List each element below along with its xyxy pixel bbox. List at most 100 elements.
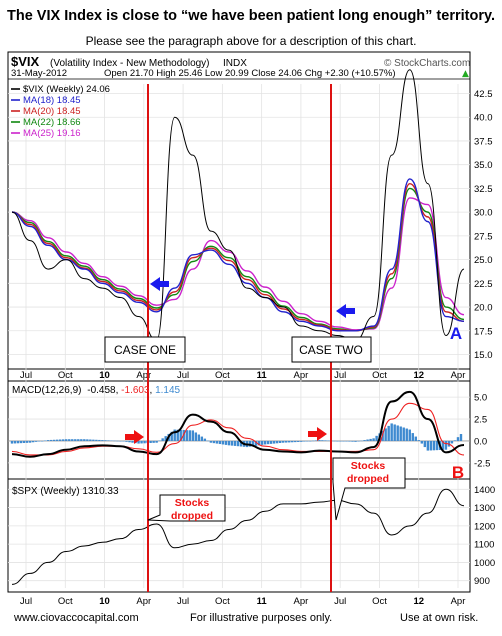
- histogram-bar: [92, 439, 95, 441]
- footer-disclaimer: For illustrative purposes only.: [190, 612, 333, 624]
- note1-line-1: Stocks: [175, 497, 210, 509]
- histogram-bar: [414, 436, 417, 441]
- histogram-bar: [140, 440, 143, 444]
- histogram-bar: [188, 430, 191, 441]
- histogram-bar: [215, 440, 219, 444]
- histogram-bar: [309, 440, 312, 442]
- histogram-bar: [435, 440, 439, 451]
- legend-label: $VIX (Weekly) 24.06: [23, 84, 110, 95]
- histogram-bar: [13, 440, 17, 444]
- histogram-bar: [179, 429, 182, 441]
- symbol-label: $VIX: [11, 54, 40, 69]
- x-tick-label: Jul: [334, 596, 346, 607]
- x-tick-label: Oct: [58, 370, 73, 381]
- histogram-bar: [429, 440, 433, 451]
- macd-line: [11, 390, 465, 458]
- note1-line-2: dropped: [171, 510, 213, 522]
- exchange-label: INDX: [223, 58, 247, 69]
- histogram-bar: [251, 440, 255, 447]
- histogram-bar: [324, 440, 327, 441]
- histogram-bar: [366, 439, 369, 441]
- y-tick-label: 1100: [474, 540, 494, 551]
- histogram-bar: [444, 440, 448, 450]
- histogram-bar: [327, 440, 330, 442]
- histogram-bar: [405, 428, 408, 441]
- x-tick-label: 10: [99, 370, 110, 381]
- y-tick-label: 22.5: [474, 279, 493, 290]
- vix-price-line: [11, 69, 465, 341]
- stocks-dropped-note-two: Stocks dropped: [347, 460, 389, 485]
- y-tick-label: 42.5: [474, 89, 493, 100]
- stocks-dropped-note-one: Stocks dropped: [171, 497, 213, 522]
- callout-one-shape: [147, 494, 226, 522]
- histogram-bar: [98, 439, 101, 441]
- macd-histogram-value: 1.145: [155, 385, 180, 396]
- histogram-bar: [194, 432, 198, 441]
- histogram-bar: [31, 440, 35, 443]
- histogram-bar: [257, 440, 261, 446]
- histogram-bar: [10, 440, 14, 444]
- histogram-bar: [345, 440, 348, 442]
- histogram-bar: [122, 440, 125, 442]
- ohlc-readout: Open 21.70 High 25.46 Low 20.99 Close 24…: [104, 68, 396, 79]
- histogram-bar: [155, 440, 158, 443]
- histogram-bar: [212, 440, 216, 444]
- histogram-bar: [233, 440, 237, 446]
- histogram-bar: [34, 440, 38, 442]
- price-y-axis: 15.0 17.5 20.0 22.5 25.0 27.5 30.0 32.5 35.0 37.5…: [474, 89, 493, 361]
- histogram-bar: [86, 439, 89, 441]
- histogram-bar: [80, 439, 83, 441]
- histogram-bar: [209, 440, 213, 443]
- y-tick-label: 20.0: [474, 303, 493, 314]
- histogram-bar: [230, 440, 234, 446]
- histogram-bar: [351, 440, 354, 442]
- histogram-bar: [125, 440, 128, 442]
- blue-arrow-case-two: [336, 304, 355, 318]
- histogram-bar: [119, 440, 122, 442]
- histogram-bar: [104, 440, 107, 441]
- histogram-bar: [453, 440, 457, 441]
- histogram-bar: [318, 440, 321, 441]
- legend-label: MA(18) 18.45: [23, 95, 81, 106]
- histogram-bar: [185, 430, 188, 441]
- y-tick-label: 1300: [474, 503, 495, 514]
- histogram-bar: [420, 440, 424, 444]
- histogram-bar: [170, 431, 173, 441]
- y-tick-label: 37.5: [474, 136, 493, 147]
- y-tick-label: 40.0: [474, 113, 493, 124]
- histogram-bar: [339, 440, 342, 442]
- histogram-bar: [450, 440, 454, 444]
- histogram-bar: [236, 440, 240, 447]
- x-tick-label: Oct: [58, 596, 73, 607]
- histogram-bar: [297, 440, 300, 442]
- chart-frame: [7, 51, 471, 593]
- x-tick-label: Apr: [451, 596, 466, 607]
- x-tick-label: Oct: [215, 596, 230, 607]
- histogram-bar: [128, 440, 131, 443]
- histogram-bar: [417, 440, 420, 441]
- macd-sep-2: ,: [150, 385, 156, 396]
- histogram-bar: [263, 440, 267, 445]
- ma-line-4: [11, 197, 465, 331]
- histogram-bar: [191, 430, 194, 441]
- histogram-bar: [158, 440, 161, 442]
- histogram-bar: [143, 440, 146, 444]
- histogram-bar: [224, 440, 228, 445]
- histogram-bar: [107, 440, 110, 441]
- histogram-bar: [227, 440, 231, 446]
- histogram-bar: [390, 423, 393, 441]
- histogram-bar: [266, 440, 270, 445]
- histogram-bar: [384, 428, 387, 441]
- histogram-bar: [303, 440, 306, 442]
- x-tick-label: Jul: [177, 370, 189, 381]
- x-tick-label: Apr: [136, 596, 151, 607]
- legend-label: MA(25) 19.16: [23, 128, 81, 139]
- case-two-box: [291, 336, 372, 363]
- macd-y-axis: -2.5 0.0 2.5 5.0: [474, 393, 490, 470]
- histogram-bar: [43, 440, 47, 442]
- histogram-bar: [354, 440, 357, 442]
- histogram-bar: [40, 440, 44, 442]
- histogram-bar: [77, 439, 80, 441]
- footer-risk: Use at own risk.: [400, 612, 479, 624]
